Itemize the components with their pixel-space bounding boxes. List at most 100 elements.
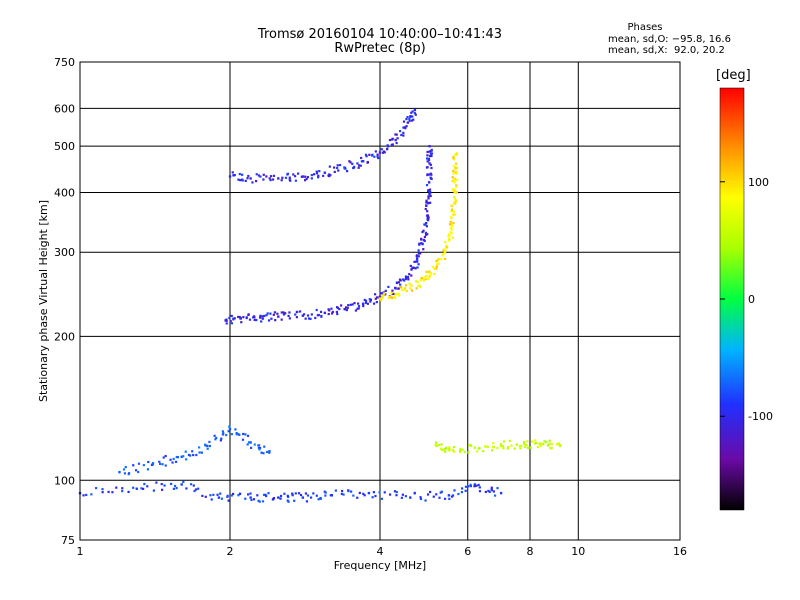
data-point [238, 172, 241, 176]
data-point [429, 172, 432, 175]
data-point [455, 185, 458, 188]
data-point [417, 255, 420, 258]
series-3 [78, 480, 503, 503]
data-point [306, 176, 309, 179]
data-point [95, 487, 98, 490]
data-point [185, 458, 188, 461]
data-point [427, 189, 430, 192]
data-point [245, 316, 248, 319]
data-point [269, 312, 272, 315]
data-point [453, 213, 456, 216]
data-point [164, 454, 167, 458]
data-point [427, 157, 430, 161]
data-point [429, 271, 433, 275]
data-point [187, 453, 191, 457]
data-point [434, 441, 438, 444]
data-point [427, 216, 430, 219]
data-point [287, 314, 290, 318]
data-point [473, 483, 477, 486]
data-point [210, 498, 213, 501]
data-point [490, 449, 494, 452]
data-point [368, 153, 371, 156]
data-point [426, 214, 430, 217]
data-point [294, 492, 297, 495]
data-point [411, 115, 414, 118]
data-point [265, 494, 268, 498]
data-point [378, 295, 382, 299]
data-point [317, 498, 320, 501]
data-point [440, 448, 444, 452]
data-point [400, 288, 403, 291]
data-point [364, 299, 368, 302]
data-point [353, 302, 356, 305]
data-point [395, 494, 398, 497]
y-tick-label: 500 [54, 140, 75, 153]
data-point [366, 302, 369, 305]
data-point [429, 152, 433, 155]
data-point [410, 268, 413, 271]
data-point [376, 296, 379, 299]
data-point [242, 315, 245, 319]
data-point [315, 494, 318, 497]
data-point [420, 242, 423, 245]
data-point [451, 494, 455, 497]
data-point [354, 309, 358, 312]
data-point [393, 295, 396, 298]
data-point [118, 470, 121, 474]
data-point [269, 178, 272, 182]
data-point [261, 317, 264, 320]
data-point [534, 442, 537, 445]
data-point [232, 174, 236, 177]
data-point [422, 238, 426, 242]
data-point [163, 484, 166, 487]
chart-subtitle: RwPretec (8p) [334, 41, 426, 56]
data-point [427, 195, 430, 198]
data-point [192, 484, 195, 487]
data-point [447, 494, 451, 497]
data-point [539, 444, 542, 447]
data-point [377, 156, 380, 160]
data-point [395, 141, 398, 145]
data-point [277, 315, 280, 318]
data-point [424, 223, 427, 226]
series-1 [228, 108, 417, 184]
data-point [398, 130, 402, 133]
data-point [428, 144, 431, 148]
stats-x-mode: mean, sd,X: 92.0, 20.2 [608, 45, 725, 56]
data-point [373, 155, 376, 158]
data-point [402, 134, 405, 137]
colorbar-label: [deg] [716, 68, 751, 83]
data-point [415, 260, 418, 263]
data-point [425, 204, 428, 207]
data-point [538, 442, 541, 446]
data-point [455, 162, 458, 165]
data-point [340, 492, 344, 496]
data-point [449, 220, 452, 223]
data-point [448, 446, 451, 449]
data-point [419, 252, 422, 255]
data-point [408, 118, 411, 121]
data-point [410, 284, 413, 287]
data-point [413, 260, 416, 263]
data-point [222, 432, 225, 435]
data-point [461, 448, 464, 451]
data-point [309, 317, 312, 320]
data-point [191, 450, 194, 453]
data-point [455, 152, 458, 155]
data-point [444, 450, 447, 453]
data-point [453, 200, 456, 204]
data-point [454, 167, 457, 170]
data-point [439, 447, 443, 450]
data-point [381, 297, 384, 300]
data-point [315, 172, 319, 175]
data-point [381, 292, 385, 295]
data-point [175, 486, 178, 490]
data-point [425, 201, 428, 204]
data-point [455, 170, 458, 174]
data-point [397, 293, 401, 296]
series-5 [434, 439, 562, 454]
data-point [477, 483, 480, 487]
data-point [239, 179, 242, 182]
data-point [444, 447, 447, 450]
data-point [313, 173, 316, 176]
